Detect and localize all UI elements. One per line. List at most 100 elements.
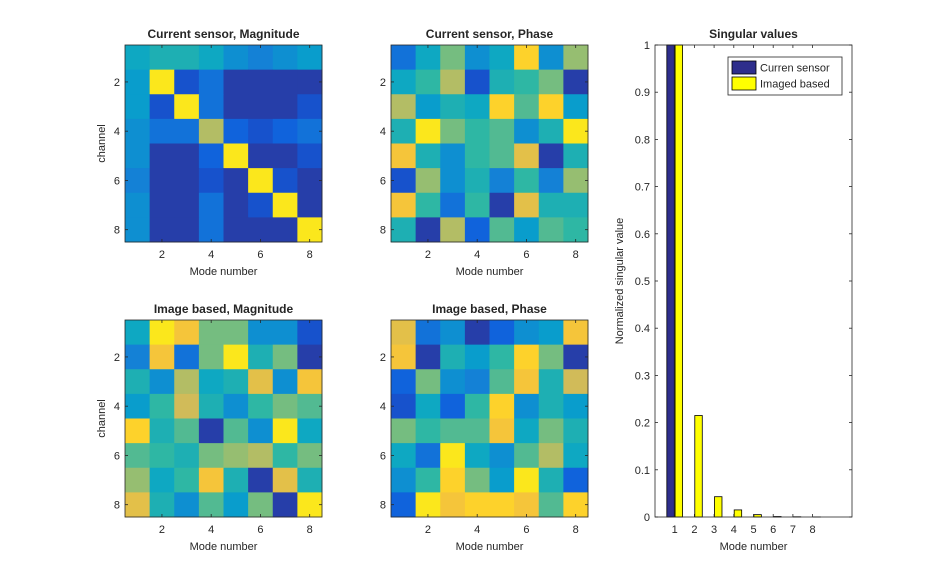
heatmap-cell	[464, 467, 490, 493]
heatmap-cell	[149, 94, 175, 120]
heatmap-cell	[538, 69, 564, 95]
heatmap-cell	[415, 94, 441, 120]
heatmap-cell	[149, 393, 175, 419]
y-tick-label: 4	[380, 126, 386, 138]
heatmap-cell	[248, 320, 274, 346]
x-tick-label: 8	[810, 524, 816, 536]
heatmap-cell	[391, 369, 417, 395]
heatmap-cell	[415, 143, 441, 169]
heatmap-cell	[563, 217, 589, 243]
heatmap-cell	[272, 344, 298, 370]
heatmap-cell	[272, 217, 298, 243]
heatmap-cell	[514, 45, 540, 71]
heatmap-cell	[248, 467, 274, 493]
x-tick-label: 4	[731, 524, 737, 536]
heatmap-cell	[223, 118, 249, 144]
heatmap-cell	[489, 344, 515, 370]
bar-image-based	[714, 496, 723, 518]
heatmap-cell	[297, 192, 323, 218]
heatmap-cell	[464, 94, 490, 120]
heatmap-cell	[415, 45, 441, 71]
heatmap-cell	[272, 118, 298, 144]
heatmap-cell	[514, 443, 540, 469]
axes-frame	[124, 44, 323, 243]
heatmap-cell	[198, 69, 224, 95]
heatmap-cell	[174, 369, 200, 395]
heatmap-cell	[514, 192, 540, 218]
heatmap-cell	[272, 467, 298, 493]
heatmap-cell	[198, 168, 224, 194]
heatmap-cell	[198, 369, 224, 395]
heatmap-cell	[149, 492, 175, 518]
heatmap-cell	[464, 143, 490, 169]
heatmap-cell	[198, 393, 224, 419]
heatmap-cell	[538, 94, 564, 120]
bar-image-based	[674, 44, 683, 518]
heatmap-cell	[415, 369, 441, 395]
x-tick-label: 6	[257, 249, 263, 261]
heatmap-cell	[125, 168, 151, 194]
heatmap-cell	[391, 94, 417, 120]
heatmap-cell	[223, 94, 249, 120]
heatmap-cell	[174, 69, 200, 95]
heatmap-cell	[223, 492, 249, 518]
heatmap-cell	[125, 443, 151, 469]
heatmap-cell	[174, 168, 200, 194]
y-tick-label: 4	[380, 401, 386, 413]
sv-bar-chart: 1 2 3 4 5 6 7 8 0 0.1 0.2 0.3 0.4 0.5 0.6 0.7 0.8 0.9 1 Sin…	[614, 27, 853, 553]
heatmap-cell	[538, 143, 564, 169]
chart-title: Singular values	[709, 27, 798, 41]
heatmap-cell	[297, 344, 323, 370]
heatmap-cell	[149, 45, 175, 71]
heatmap-cell	[223, 192, 249, 218]
heatmap-cell	[223, 143, 249, 169]
heatmap-cell	[464, 369, 490, 395]
heatmap-cell	[149, 443, 175, 469]
x-tick-label: 5	[750, 524, 756, 536]
heatmap-cell	[149, 320, 175, 346]
heatmap-cell	[174, 94, 200, 120]
heatmap-cell	[538, 443, 564, 469]
heatmap-cell	[223, 344, 249, 370]
heatmap-cell	[297, 418, 323, 444]
heatmap-cell	[563, 45, 589, 71]
heatmap-cell	[125, 69, 151, 95]
heatmap-cell	[563, 393, 589, 419]
y-tick-label: 2	[380, 77, 386, 89]
heatmap-cell	[149, 118, 175, 144]
heatmap-cell	[223, 168, 249, 194]
heatmap-cell	[440, 467, 466, 493]
x-tick-label: 6	[257, 524, 263, 536]
heatmap-cell	[514, 118, 540, 144]
x-tick-label: 4	[208, 249, 214, 261]
heatmap-cell	[248, 94, 274, 120]
cs-mag-chart: 2 4 6 8 2 4 6 8 Current sensor, Magnitude Mode nu…	[96, 27, 323, 278]
heatmap-cell	[125, 118, 151, 144]
heatmap-cell	[223, 45, 249, 71]
heatmap-cell	[489, 69, 515, 95]
heatmap-cell	[415, 217, 441, 243]
heatmap-cell	[174, 192, 200, 218]
heatmap-cell	[391, 492, 417, 518]
x-tick-label: 4	[474, 524, 480, 536]
heatmap-cell	[149, 369, 175, 395]
heatmap-cell	[174, 320, 200, 346]
heatmap-cell	[464, 217, 490, 243]
heatmap-cell	[248, 217, 274, 243]
heatmap-cell	[440, 143, 466, 169]
heatmap-cell	[440, 344, 466, 370]
y-tick-label: 6	[380, 450, 386, 462]
heatmap-cell	[415, 418, 441, 444]
heatmap-cell	[223, 418, 249, 444]
legend-label: Curren sensor	[760, 63, 830, 75]
heatmap-cell	[489, 393, 515, 419]
heatmap-cell	[272, 492, 298, 518]
heatmap-cell	[248, 168, 274, 194]
heatmap-cell	[440, 118, 466, 144]
heatmap-cell	[489, 217, 515, 243]
heatmap-cell	[198, 192, 224, 218]
y-tick-label: 8	[380, 225, 386, 237]
ib-phase-chart: 2 4 6 8 2 4 6 8 Image based, Phase Mode number	[380, 302, 589, 553]
heatmap-cell	[198, 45, 224, 71]
